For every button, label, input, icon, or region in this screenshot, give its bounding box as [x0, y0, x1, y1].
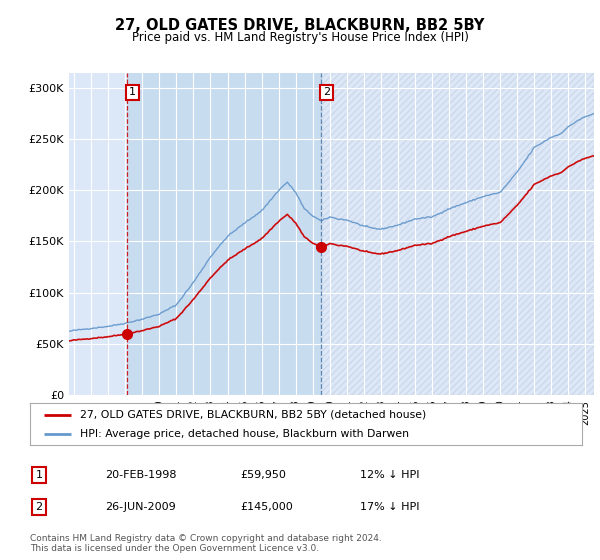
Text: 1: 1: [35, 470, 43, 480]
Text: Contains HM Land Registry data © Crown copyright and database right 2024.
This d: Contains HM Land Registry data © Crown c…: [30, 534, 382, 553]
Text: 2: 2: [323, 87, 330, 97]
Text: 27, OLD GATES DRIVE, BLACKBURN, BB2 5BY (detached house): 27, OLD GATES DRIVE, BLACKBURN, BB2 5BY …: [80, 409, 426, 419]
Text: 26-JUN-2009: 26-JUN-2009: [105, 502, 176, 512]
Text: £145,000: £145,000: [240, 502, 293, 512]
Text: 1: 1: [129, 87, 136, 97]
Bar: [321, 73, 594, 395]
Text: 27, OLD GATES DRIVE, BLACKBURN, BB2 5BY: 27, OLD GATES DRIVE, BLACKBURN, BB2 5BY: [115, 18, 485, 33]
Text: £59,950: £59,950: [240, 470, 286, 480]
Text: Price paid vs. HM Land Registry's House Price Index (HPI): Price paid vs. HM Land Registry's House …: [131, 31, 469, 44]
Text: 2: 2: [35, 502, 43, 512]
Bar: [127, 73, 321, 395]
Text: HPI: Average price, detached house, Blackburn with Darwen: HPI: Average price, detached house, Blac…: [80, 429, 409, 439]
Text: 20-FEB-1998: 20-FEB-1998: [105, 470, 176, 480]
Text: 12% ↓ HPI: 12% ↓ HPI: [360, 470, 419, 480]
Text: 17% ↓ HPI: 17% ↓ HPI: [360, 502, 419, 512]
